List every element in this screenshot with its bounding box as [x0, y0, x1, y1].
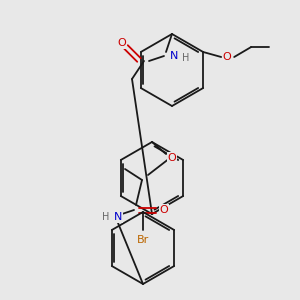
- Text: H: H: [102, 212, 110, 222]
- Text: O: O: [160, 205, 168, 215]
- Text: N: N: [170, 51, 178, 61]
- Text: N: N: [114, 212, 122, 222]
- Text: Br: Br: [137, 235, 149, 245]
- Text: O: O: [168, 153, 176, 163]
- Text: O: O: [118, 38, 126, 48]
- Text: H: H: [182, 53, 190, 63]
- Text: O: O: [223, 52, 232, 62]
